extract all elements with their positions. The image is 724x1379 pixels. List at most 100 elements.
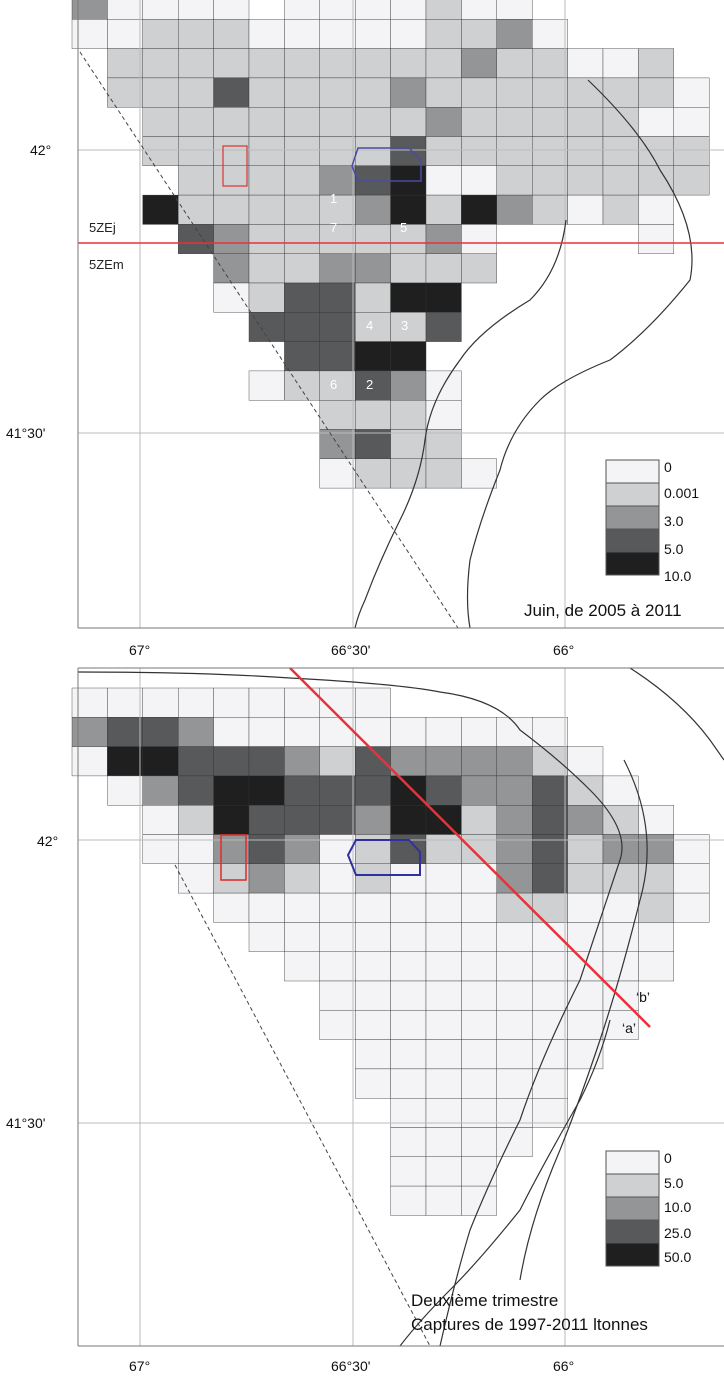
grid-cell [177,863,214,894]
cell-label-7: 7 [330,220,337,235]
grid-cell [355,951,391,982]
grid-cell [284,746,320,777]
grid-cell [248,194,285,225]
bottom-graticule [78,668,724,1346]
grid-cell [425,224,462,254]
grid-cell [673,892,710,923]
cell-label-2: 2 [366,377,373,392]
grid-cell [248,717,285,747]
grid-cell [107,717,144,747]
top-lat-label-42: 42° [30,142,51,158]
grid-cell [425,775,462,806]
grid-cell [461,1156,497,1187]
grid-cell [390,892,427,923]
cell-label-6: 6 [330,377,337,392]
grid-cell [532,834,568,864]
grid-cell [567,746,604,777]
grid-cell [355,370,391,401]
grid-cell [284,805,320,835]
grid-cell [567,194,604,225]
grid-cell [107,19,144,49]
bottom-red-transect-line [289,667,651,1028]
grid-cell [213,775,250,806]
grid-cell [390,1127,427,1157]
grid-cell [284,224,320,254]
grid-cell [496,775,533,806]
grid-cell [248,892,285,923]
grid-cell [142,834,179,864]
grid-cell [532,863,568,894]
grid-cell [496,48,533,79]
grid-cell [567,1010,604,1040]
line-label-b: ‘b’ [636,989,650,1005]
grid-cell [319,48,356,79]
grid-cell [319,0,356,20]
grid-cell [248,19,285,49]
grid-cell [567,892,604,923]
grid-cell [284,951,320,982]
grid-cell [425,282,462,313]
top-graticule [78,0,724,628]
grid-cell [248,253,285,284]
line-label-a: ‘a’ [622,1020,636,1036]
grid-cell [319,717,356,747]
grid-cell [602,951,639,982]
grid-cell [142,775,179,806]
grid-cell [213,0,250,20]
grid-cell [390,775,427,806]
grid-cell [461,834,497,864]
grid-cell [284,136,320,166]
grid-cell [319,429,356,459]
grid-cell [319,136,356,166]
grid-cell [284,106,320,137]
bottom-lat-label-42: 42° [37,833,58,849]
grid-cell [390,922,427,952]
grid-cell [673,165,710,196]
grid-cell [532,951,568,982]
grid-cell [461,1185,497,1216]
grid-cell [496,1010,533,1040]
bottom-legend-label-1: 5.0 [664,1175,684,1191]
grid-cell [496,834,533,864]
grid-cell [355,922,391,952]
grid-cell [355,224,391,254]
top-legend-label-3: 5.0 [664,541,684,557]
bottom-map-caption-line1: Deuxième trimestre [411,1291,558,1310]
grid-cell [638,48,675,79]
grid-cell [107,687,144,718]
grid-cell [673,106,710,137]
grid-cell [213,194,250,225]
grid-cell [213,77,250,108]
grid-cell [602,106,639,137]
grid-cell [284,77,320,108]
top-legend-label-2: 3.0 [664,513,684,529]
grid-cell [213,746,250,777]
top-legend-swatch-3 [605,528,660,553]
grid-cell [284,0,320,20]
grid-cell [248,312,285,342]
grid-cell [425,980,462,1011]
top-closed-area-red [222,145,248,187]
top-lat-label-41-30: 41°30' [6,425,45,441]
grid-cell [532,980,568,1011]
grid-cell [177,48,214,79]
grid-cell [355,400,391,430]
grid-cell [567,136,604,166]
grid-cell [177,0,214,20]
grid-cell [638,892,675,923]
grid-cell [319,951,356,982]
grid-cell [390,458,427,489]
grid-cell [461,1127,497,1157]
grid-cell [461,253,497,284]
grid-cell [425,1185,462,1216]
grid-cell [638,106,675,137]
grid-cell [638,863,675,894]
grid-cell [248,48,285,79]
grid-cell [425,48,462,79]
cell-label-1: 1 [330,191,337,206]
top-dashed-boundary [79,51,459,629]
grid-cell [496,0,533,20]
grid-cell [355,717,391,747]
top-legend-label-1: 0.001 [664,485,699,501]
grid-cell [461,1068,497,1099]
